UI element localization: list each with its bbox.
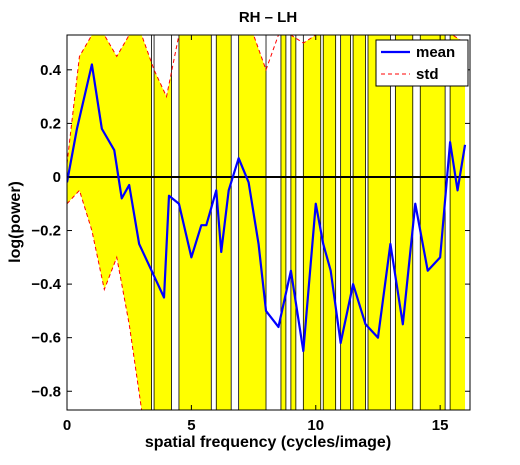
plot-content	[67, 35, 470, 410]
series-std-lower	[67, 189, 466, 410]
band-gap-7	[320, 35, 324, 410]
axes-frame	[66, 34, 471, 411]
band-gap-4	[265, 35, 282, 410]
y-tick-label: −0.4	[31, 276, 61, 293]
x-tick-label: 10	[307, 417, 324, 434]
legend: mean std	[375, 39, 469, 87]
band-gap-1	[171, 35, 180, 410]
band-gap-0	[151, 35, 155, 410]
y-tick-label: 0.4	[40, 62, 62, 79]
legend-std-label: std	[416, 66, 439, 83]
y-tick-label: 0.2	[40, 115, 61, 132]
legend-box	[375, 39, 469, 87]
y-tick-label: −0.6	[31, 330, 61, 347]
x-axis-label: spatial frequency (cycles/image)	[145, 434, 391, 451]
y-tick-label: −0.8	[31, 383, 61, 400]
y-axis-label: log(power)	[7, 181, 24, 263]
band-gap-13	[444, 35, 451, 410]
legend-mean-label: mean	[416, 44, 455, 61]
axes: 0 5 10 15 −0.8 −0.6 −0.4 −0.2 0 0.2 0.4	[31, 34, 471, 434]
band-gap-6	[295, 35, 304, 410]
y-tick-label: 0	[53, 169, 61, 186]
band-gap-9	[350, 35, 354, 410]
band-gap-10	[365, 35, 369, 410]
series-mean	[67, 63, 467, 353]
series-std-upper	[67, 35, 466, 164]
x-tick-label: 5	[187, 417, 195, 434]
x-tick-label: 15	[432, 417, 449, 434]
band-gap-5	[285, 35, 292, 410]
band-gap-3	[230, 35, 240, 410]
plot-area	[67, 35, 470, 410]
band-gap-8	[335, 35, 342, 410]
y-tick-label: −0.2	[31, 223, 61, 240]
x-tick-label: 0	[63, 417, 71, 434]
chart-title: RH – LH	[239, 9, 297, 26]
band-gap-2	[210, 35, 217, 410]
band-gap-11	[389, 35, 396, 410]
